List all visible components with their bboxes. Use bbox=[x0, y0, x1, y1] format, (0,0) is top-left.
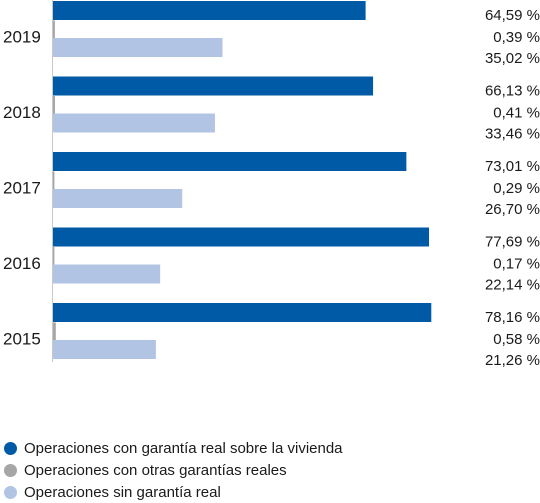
data-label-sin-garantia-2018: 33,46 % bbox=[485, 125, 540, 142]
bar-vivienda-2015 bbox=[53, 303, 432, 322]
category-label-2016: 2016 bbox=[3, 254, 41, 273]
category-label-2019: 2019 bbox=[3, 27, 41, 46]
bar-sin-garantia-2015 bbox=[53, 340, 156, 359]
data-label-otras-garantias-2018: 0,41 % bbox=[493, 104, 540, 121]
bar-otras-garantias-2018 bbox=[53, 96, 55, 115]
data-label-vivienda-2016: 77,69 % bbox=[485, 233, 540, 250]
chart-marks: 2019 64,59 % 0,39 % 35,02 % 2018 66,13 % 0,41 … bbox=[3, 1, 540, 369]
legend-item-otras-garantias: Operaciones con otras garantías reales bbox=[4, 459, 534, 481]
data-label-sin-garantia-2015: 21,26 % bbox=[485, 352, 540, 369]
legend-swatch-vivienda bbox=[4, 441, 17, 455]
bar-vivienda-2016 bbox=[53, 227, 430, 247]
data-label-vivienda-2015: 78,16 % bbox=[485, 309, 540, 326]
data-label-sin-garantia-2016: 22,14 % bbox=[485, 276, 540, 293]
data-label-otras-garantias-2017: 0,29 % bbox=[493, 180, 540, 197]
bar-sin-garantia-2016 bbox=[53, 264, 161, 284]
data-label-otras-garantias-2019: 0,39 % bbox=[493, 29, 540, 46]
legend-item-sin-garantia: Operaciones sin garantía real bbox=[4, 481, 534, 503]
bar-otras-garantias-2015 bbox=[53, 322, 56, 342]
bar-vivienda-2018 bbox=[53, 76, 374, 96]
bar-sin-garantia-2019 bbox=[53, 38, 223, 57]
bar-sin-garantia-2017 bbox=[53, 189, 183, 208]
bar-chart: 2019 64,59 % 0,39 % 35,02 % 2018 66,13 % 0,41 … bbox=[3, 0, 540, 369]
bar-sin-garantia-2018 bbox=[53, 113, 215, 133]
legend-label-vivienda: Operaciones con garantía real sobre la v… bbox=[24, 439, 343, 457]
bar-otras-garantias-2019 bbox=[53, 20, 55, 40]
bar-otras-garantias-2016 bbox=[53, 247, 55, 266]
bar-otras-garantias-2017 bbox=[53, 171, 55, 191]
category-label-2015: 2015 bbox=[3, 329, 41, 348]
legend-label-otras-garantias: Operaciones con otras garantías reales bbox=[24, 461, 287, 479]
bar-vivienda-2019 bbox=[53, 1, 366, 20]
data-label-otras-garantias-2016: 0,17 % bbox=[493, 255, 540, 272]
data-label-otras-garantias-2015: 0,58 % bbox=[493, 331, 540, 348]
bar-vivienda-2017 bbox=[53, 152, 407, 171]
category-label-2018: 2018 bbox=[3, 103, 41, 122]
data-label-vivienda-2017: 73,01 % bbox=[485, 158, 540, 175]
legend-label-sin-garantia: Operaciones sin garantía real bbox=[24, 483, 221, 501]
legend-swatch-otras-garantias bbox=[4, 463, 17, 477]
data-label-vivienda-2018: 66,13 % bbox=[485, 82, 540, 99]
legend: Operaciones con garantía real sobre la v… bbox=[4, 437, 534, 503]
legend-swatch-sin-garantia bbox=[4, 485, 17, 499]
category-label-2017: 2017 bbox=[3, 178, 41, 197]
legend-item-vivienda: Operaciones con garantía real sobre la v… bbox=[4, 437, 534, 459]
data-label-vivienda-2019: 64,59 % bbox=[485, 7, 540, 24]
data-label-sin-garantia-2019: 35,02 % bbox=[485, 50, 540, 67]
data-label-sin-garantia-2017: 26,70 % bbox=[485, 201, 540, 218]
